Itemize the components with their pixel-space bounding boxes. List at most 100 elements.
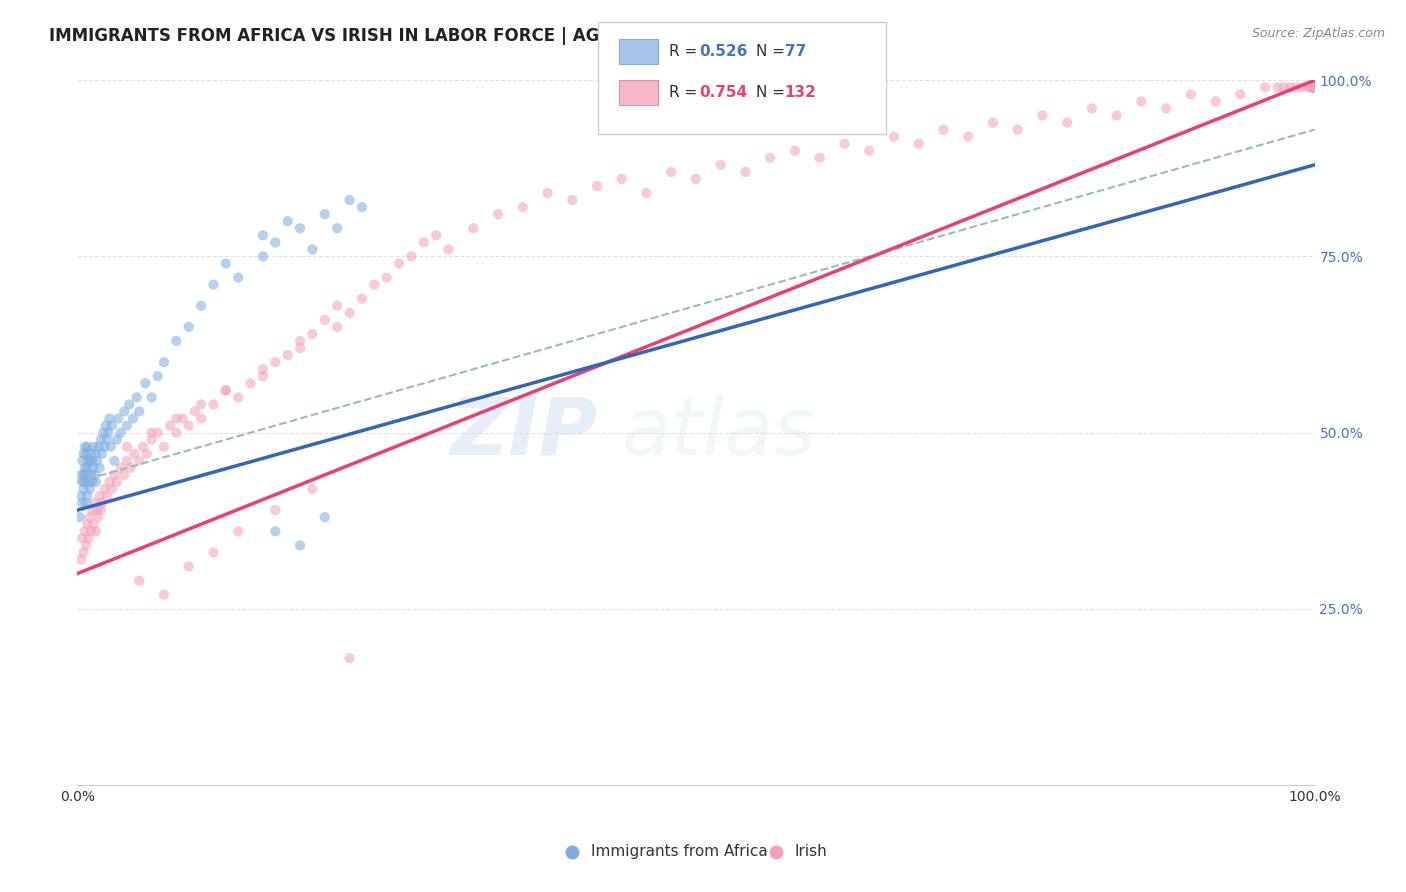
- Point: [97, 425, 120, 440]
- Point: [112, 467, 135, 482]
- Point: [77, 454, 100, 468]
- Point: [907, 136, 929, 151]
- Text: R =: R =: [669, 45, 703, 59]
- Point: [141, 425, 163, 440]
- Point: [82, 517, 104, 532]
- Point: [79, 482, 101, 496]
- Point: [301, 482, 323, 496]
- Point: [710, 158, 733, 172]
- Point: [100, 440, 122, 454]
- Point: [610, 172, 633, 186]
- Point: [146, 369, 169, 384]
- Point: [72, 532, 94, 546]
- Point: [1302, 80, 1324, 95]
- Point: [132, 440, 155, 454]
- Text: Source: ZipAtlas.com: Source: ZipAtlas.com: [1251, 27, 1385, 40]
- Point: [86, 454, 108, 468]
- Point: [94, 418, 117, 433]
- Point: [80, 467, 103, 482]
- Point: [288, 538, 311, 552]
- Point: [1081, 102, 1104, 116]
- Point: [76, 489, 98, 503]
- Point: [301, 326, 323, 341]
- Point: [326, 299, 349, 313]
- Point: [87, 510, 110, 524]
- Point: [401, 250, 423, 264]
- Point: [135, 447, 157, 461]
- Point: [412, 235, 434, 250]
- Point: [339, 651, 361, 665]
- Point: [350, 292, 373, 306]
- Point: [72, 467, 94, 482]
- Point: [1205, 95, 1227, 109]
- Point: [72, 447, 94, 461]
- Point: [1298, 80, 1320, 95]
- Point: [90, 503, 112, 517]
- Point: [72, 475, 94, 489]
- Point: [90, 433, 112, 447]
- Point: [264, 503, 287, 517]
- Point: [87, 440, 110, 454]
- Point: [84, 475, 107, 489]
- Point: [75, 538, 97, 552]
- Point: [101, 482, 124, 496]
- Point: [808, 151, 831, 165]
- Point: [883, 129, 905, 144]
- Point: [981, 115, 1004, 129]
- Point: [215, 384, 238, 398]
- Point: [339, 193, 361, 207]
- Point: [1007, 122, 1029, 136]
- Point: [177, 320, 200, 334]
- Point: [1302, 80, 1324, 95]
- Point: [314, 510, 336, 524]
- Point: [301, 243, 323, 257]
- Point: [84, 524, 107, 539]
- Point: [1302, 80, 1324, 95]
- Point: [76, 440, 98, 454]
- Point: [1302, 80, 1324, 95]
- Point: [1302, 80, 1324, 95]
- Point: [1291, 80, 1313, 95]
- Point: [1031, 109, 1053, 123]
- Point: [112, 404, 135, 418]
- Point: [314, 207, 336, 221]
- Point: [1302, 80, 1324, 95]
- Point: [202, 397, 225, 411]
- Text: R =: R =: [669, 86, 703, 100]
- Point: [141, 433, 163, 447]
- Point: [1267, 80, 1289, 95]
- Point: [190, 299, 212, 313]
- Point: [226, 391, 249, 405]
- Point: [77, 532, 100, 546]
- Point: [72, 545, 94, 559]
- Text: 132: 132: [785, 86, 817, 100]
- Point: [73, 440, 96, 454]
- Point: [115, 454, 138, 468]
- Point: [636, 186, 658, 200]
- Point: [70, 552, 93, 566]
- Point: [659, 165, 682, 179]
- Point: [202, 545, 225, 559]
- Text: Irish: Irish: [794, 845, 828, 859]
- Point: [107, 411, 129, 425]
- Point: [1302, 80, 1324, 95]
- Point: [120, 460, 142, 475]
- Point: [93, 482, 115, 496]
- Point: [82, 454, 104, 468]
- Point: [252, 362, 274, 376]
- Point: [80, 524, 103, 539]
- Point: [89, 489, 111, 503]
- Point: [226, 270, 249, 285]
- Point: [1302, 80, 1324, 95]
- Point: [128, 574, 150, 588]
- Point: [69, 510, 91, 524]
- Point: [1302, 80, 1324, 95]
- Point: [326, 320, 349, 334]
- Point: [1302, 80, 1324, 95]
- Point: [79, 454, 101, 468]
- Point: [72, 496, 94, 510]
- Point: [834, 136, 856, 151]
- Point: [98, 475, 121, 489]
- Point: [122, 447, 145, 461]
- Point: [80, 447, 103, 461]
